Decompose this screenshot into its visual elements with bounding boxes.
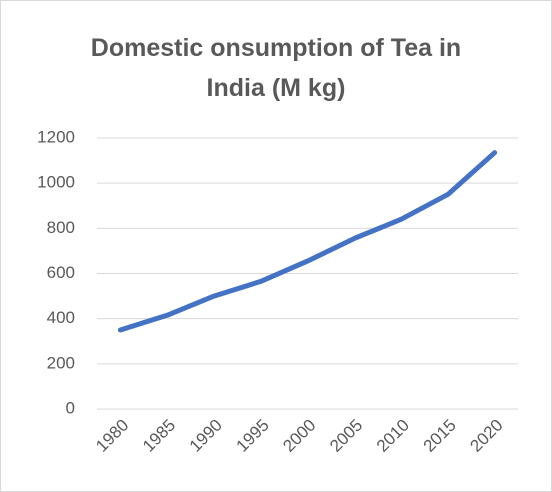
x-tick-label: 2015 (420, 416, 460, 456)
y-tick-label: 200 (47, 353, 75, 372)
x-tick-label: 1980 (92, 416, 132, 456)
y-tick-label: 600 (47, 263, 75, 282)
x-tick-label: 2000 (279, 416, 319, 456)
y-tick-label: 400 (47, 308, 75, 327)
x-tick-label: 1990 (186, 416, 226, 456)
y-tick-label: 1200 (37, 127, 75, 146)
y-tick-label: 0 (66, 398, 75, 417)
x-tick-label: 2020 (466, 416, 506, 456)
x-tick-label: 1995 (233, 416, 273, 456)
y-tick-label: 800 (47, 218, 75, 237)
data-line (117, 150, 498, 333)
y-tick-label: 1000 (37, 173, 75, 192)
x-tick-label: 1985 (139, 416, 179, 456)
x-tick-label: 2005 (326, 416, 366, 456)
chart-title: Domestic onsumption of Tea in India (M k… (90, 34, 462, 102)
x-tick-label: 2010 (373, 416, 413, 456)
